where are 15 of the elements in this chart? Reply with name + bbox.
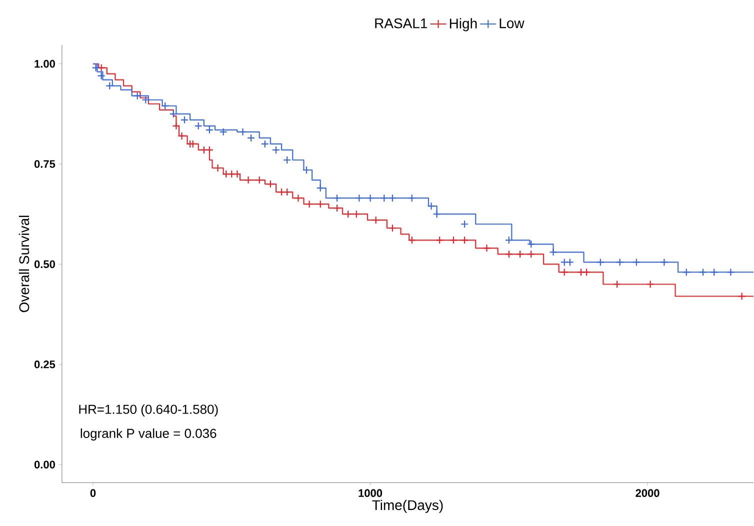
y-tick-label: 0.00 — [34, 460, 55, 469]
annotation: logrank P value = 0.036 — [80, 428, 216, 441]
y-tick-label: 0.25 — [34, 360, 56, 368]
legend-label: High — [450, 18, 477, 32]
y-axis-title: Overall Survival — [18, 216, 30, 312]
x-axis-title: Time(Days) — [372, 500, 443, 514]
x-tick-label: 1000 — [358, 489, 382, 498]
legend-label: Low — [500, 18, 524, 28]
legend-title: RASAL1 — [375, 18, 428, 28]
y-tick-label: 1.00 — [34, 60, 55, 68]
annotation: HR=1.150 (0.640-1.580) — [79, 404, 218, 417]
y-tick-label: 0.75 — [34, 160, 56, 168]
x-tick-label: 0 — [90, 489, 96, 498]
x-tick-label: 2000 — [636, 489, 660, 498]
y-tick-label: 0.50 — [34, 260, 55, 268]
